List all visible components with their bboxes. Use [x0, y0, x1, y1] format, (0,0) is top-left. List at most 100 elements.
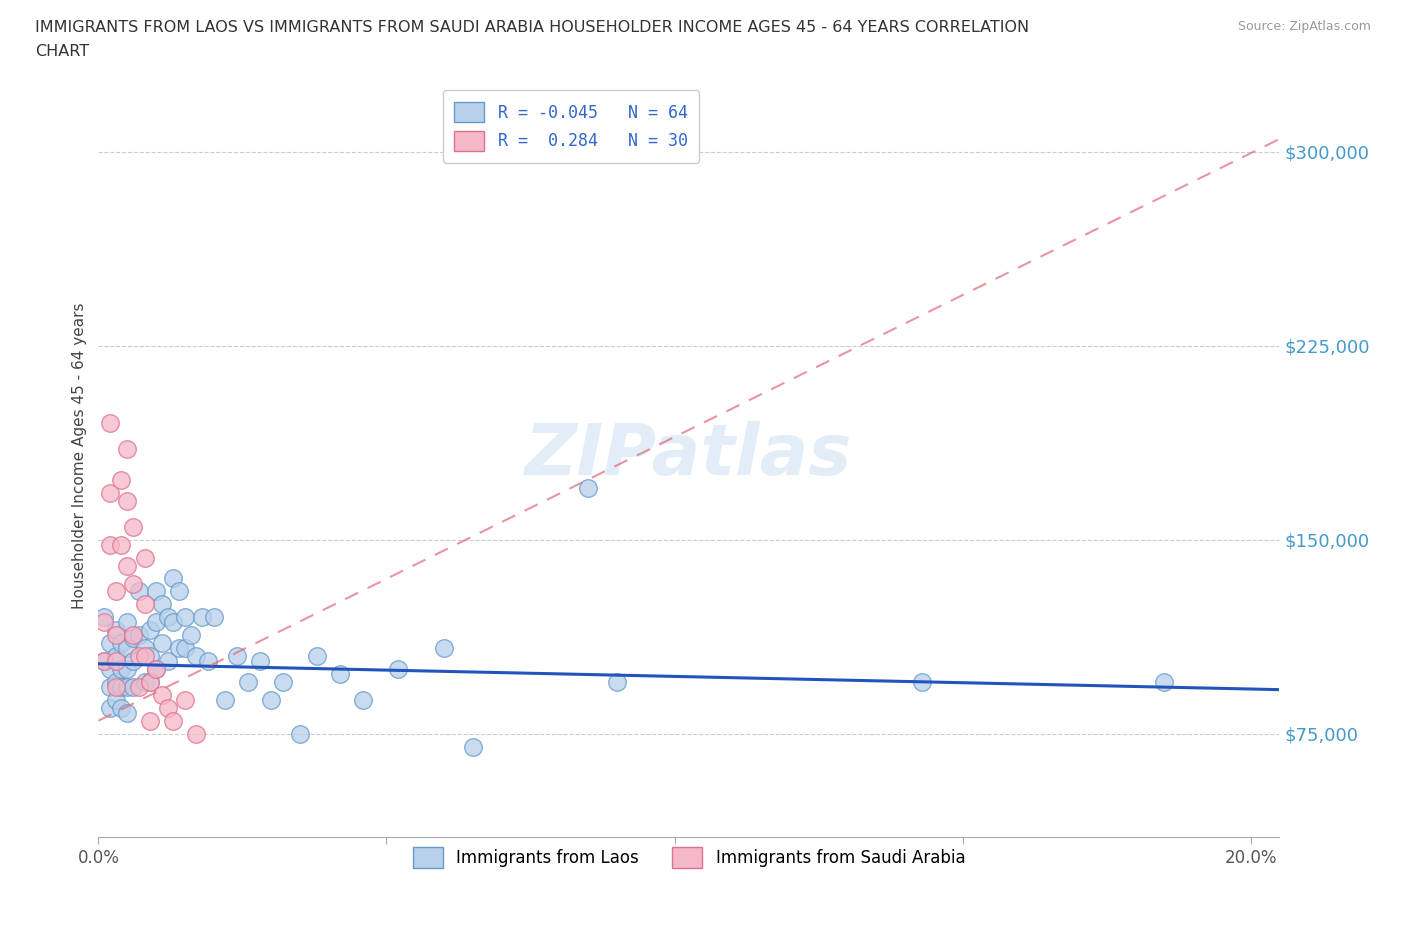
Point — [162, 571, 184, 586]
Point — [128, 628, 150, 643]
Point — [186, 648, 208, 663]
Point — [197, 654, 219, 669]
Point — [134, 551, 156, 565]
Point — [307, 648, 329, 663]
Point — [173, 693, 195, 708]
Point — [115, 442, 138, 457]
Point — [128, 648, 150, 663]
Point — [134, 597, 156, 612]
Point — [122, 519, 145, 534]
Point — [387, 661, 409, 676]
Point — [145, 661, 167, 676]
Point — [433, 641, 456, 656]
Point — [911, 674, 934, 689]
Point — [104, 584, 127, 599]
Point — [104, 654, 127, 669]
Point — [110, 680, 132, 695]
Point — [162, 713, 184, 728]
Point — [93, 615, 115, 630]
Point — [98, 700, 121, 715]
Point — [115, 641, 138, 656]
Point — [122, 654, 145, 669]
Point — [122, 577, 145, 591]
Point — [202, 610, 225, 625]
Point — [93, 654, 115, 669]
Point — [238, 674, 260, 689]
Point — [156, 610, 179, 625]
Point — [139, 674, 162, 689]
Point — [98, 416, 121, 431]
Point — [98, 680, 121, 695]
Point — [162, 615, 184, 630]
Point — [115, 680, 138, 695]
Point — [139, 623, 162, 638]
Point — [191, 610, 214, 625]
Text: Source: ZipAtlas.com: Source: ZipAtlas.com — [1237, 20, 1371, 33]
Point — [110, 661, 132, 676]
Point — [145, 615, 167, 630]
Point — [167, 641, 190, 656]
Point — [128, 680, 150, 695]
Point — [115, 558, 138, 573]
Point — [110, 636, 132, 651]
Point — [128, 584, 150, 599]
Y-axis label: Householder Income Ages 45 - 64 years: Householder Income Ages 45 - 64 years — [72, 302, 87, 609]
Point — [150, 636, 173, 651]
Point — [122, 680, 145, 695]
Point — [115, 706, 138, 721]
Point — [115, 494, 138, 509]
Point — [173, 641, 195, 656]
Point — [93, 654, 115, 669]
Point — [122, 631, 145, 645]
Point — [150, 597, 173, 612]
Point — [139, 713, 162, 728]
Point — [93, 610, 115, 625]
Point — [104, 693, 127, 708]
Point — [145, 661, 167, 676]
Legend: Immigrants from Laos, Immigrants from Saudi Arabia: Immigrants from Laos, Immigrants from Sa… — [406, 841, 972, 874]
Point — [156, 654, 179, 669]
Point — [180, 628, 202, 643]
Point — [139, 674, 162, 689]
Point — [145, 584, 167, 599]
Point — [104, 648, 127, 663]
Point — [461, 739, 484, 754]
Point — [156, 700, 179, 715]
Point — [329, 667, 352, 682]
Point — [260, 693, 283, 708]
Text: ZIPatlas: ZIPatlas — [526, 421, 852, 490]
Point — [98, 636, 121, 651]
Point — [98, 538, 121, 552]
Point — [225, 648, 247, 663]
Point — [249, 654, 271, 669]
Point — [576, 481, 599, 496]
Point — [134, 648, 156, 663]
Point — [288, 726, 311, 741]
Point — [134, 641, 156, 656]
Point — [104, 680, 127, 695]
Point — [186, 726, 208, 741]
Point — [271, 674, 294, 689]
Point — [110, 700, 132, 715]
Point — [139, 648, 162, 663]
Point — [167, 584, 190, 599]
Point — [104, 623, 127, 638]
Point — [98, 485, 121, 500]
Point — [214, 693, 236, 708]
Point — [115, 615, 138, 630]
Point — [134, 674, 156, 689]
Text: CHART: CHART — [35, 44, 89, 59]
Point — [115, 661, 138, 676]
Point — [1153, 674, 1175, 689]
Point — [98, 661, 121, 676]
Point — [122, 628, 145, 643]
Point — [352, 693, 374, 708]
Point — [104, 674, 127, 689]
Point — [104, 628, 127, 643]
Text: IMMIGRANTS FROM LAOS VS IMMIGRANTS FROM SAUDI ARABIA HOUSEHOLDER INCOME AGES 45 : IMMIGRANTS FROM LAOS VS IMMIGRANTS FROM … — [35, 20, 1029, 35]
Point — [173, 610, 195, 625]
Point — [110, 538, 132, 552]
Point — [150, 687, 173, 702]
Point — [606, 674, 628, 689]
Point — [110, 472, 132, 487]
